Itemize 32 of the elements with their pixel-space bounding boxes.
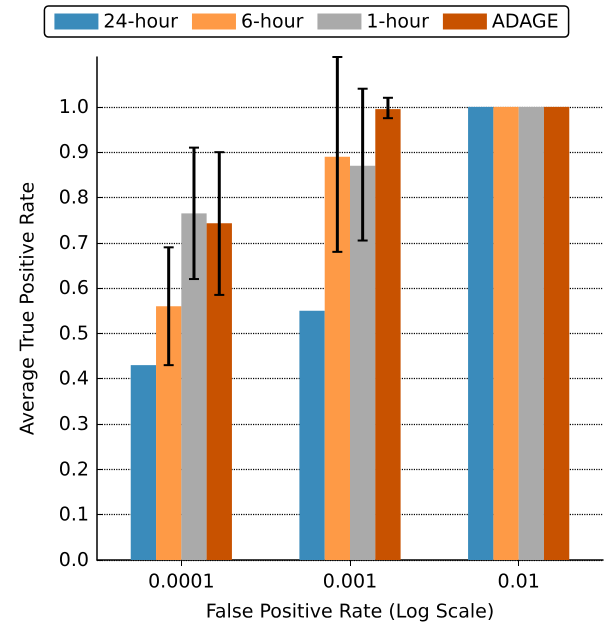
y-tick-label: 0.5 [58,322,89,344]
y-tick-label: 0.6 [58,277,89,300]
bar [350,166,376,560]
x-tick-label: 0.01 [498,570,540,592]
y-tick-label: 1.0 [58,96,89,118]
legend-label: 1-hour [366,10,430,32]
bar [544,106,570,560]
bar [156,306,182,560]
x-tick-label: 0.0001 [148,570,215,592]
bar [324,156,350,560]
y-tick-label: 0.0 [58,549,89,571]
y-tick-label: 0.1 [58,504,89,526]
legend-label: 24-hour [103,10,178,32]
y-axis-title: Average True Positive Rate [16,182,38,436]
y-tick-label: 0.7 [58,232,89,254]
bar [130,365,156,560]
legend-label: ADAGE [492,10,559,32]
x-tick-label: 0.001 [322,570,378,592]
y-tick-label: 0.8 [58,186,89,208]
bar [181,213,207,560]
bar [493,106,519,560]
bar [299,310,325,560]
bar [518,106,544,560]
bar [468,106,494,560]
y-tick-label: 0.4 [58,368,89,390]
y-tick-label: 0.9 [58,141,89,164]
x-axis-title: False Positive Rate (Log Scale) [206,600,494,622]
bar [206,223,232,560]
legend-label: 6-hour [240,10,304,32]
y-tick-label: 0.2 [58,458,89,480]
bar [375,109,401,560]
y-tick-label: 0.3 [58,413,89,436]
